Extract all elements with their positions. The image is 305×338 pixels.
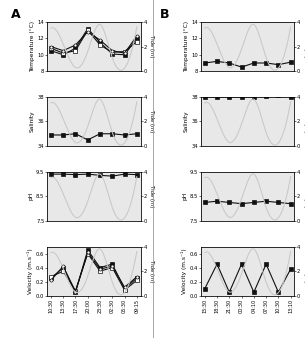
Y-axis label: Tide (m): Tide (m) bbox=[149, 110, 154, 132]
Y-axis label: Temperature (°C): Temperature (°C) bbox=[184, 21, 189, 72]
Y-axis label: Velocity (m.s⁻¹): Velocity (m.s⁻¹) bbox=[27, 248, 33, 294]
Y-axis label: Tide (m): Tide (m) bbox=[303, 260, 305, 282]
Y-axis label: Velocity (m.s⁻¹): Velocity (m.s⁻¹) bbox=[181, 248, 187, 294]
Y-axis label: pH: pH bbox=[28, 192, 33, 200]
Y-axis label: Salinity: Salinity bbox=[184, 111, 189, 132]
Y-axis label: Temperature (°C): Temperature (°C) bbox=[30, 21, 35, 72]
Y-axis label: Tide (m): Tide (m) bbox=[303, 110, 305, 132]
Y-axis label: Tide (m): Tide (m) bbox=[303, 35, 305, 58]
Y-axis label: Salinity: Salinity bbox=[30, 111, 35, 132]
Y-axis label: Tide (m): Tide (m) bbox=[303, 185, 305, 208]
Y-axis label: pH: pH bbox=[182, 192, 187, 200]
Text: B: B bbox=[160, 8, 170, 21]
Text: A: A bbox=[11, 8, 20, 21]
Y-axis label: Tide (m): Tide (m) bbox=[149, 35, 154, 58]
Y-axis label: Tide (m): Tide (m) bbox=[149, 260, 154, 282]
Y-axis label: Tide (m): Tide (m) bbox=[149, 185, 154, 208]
